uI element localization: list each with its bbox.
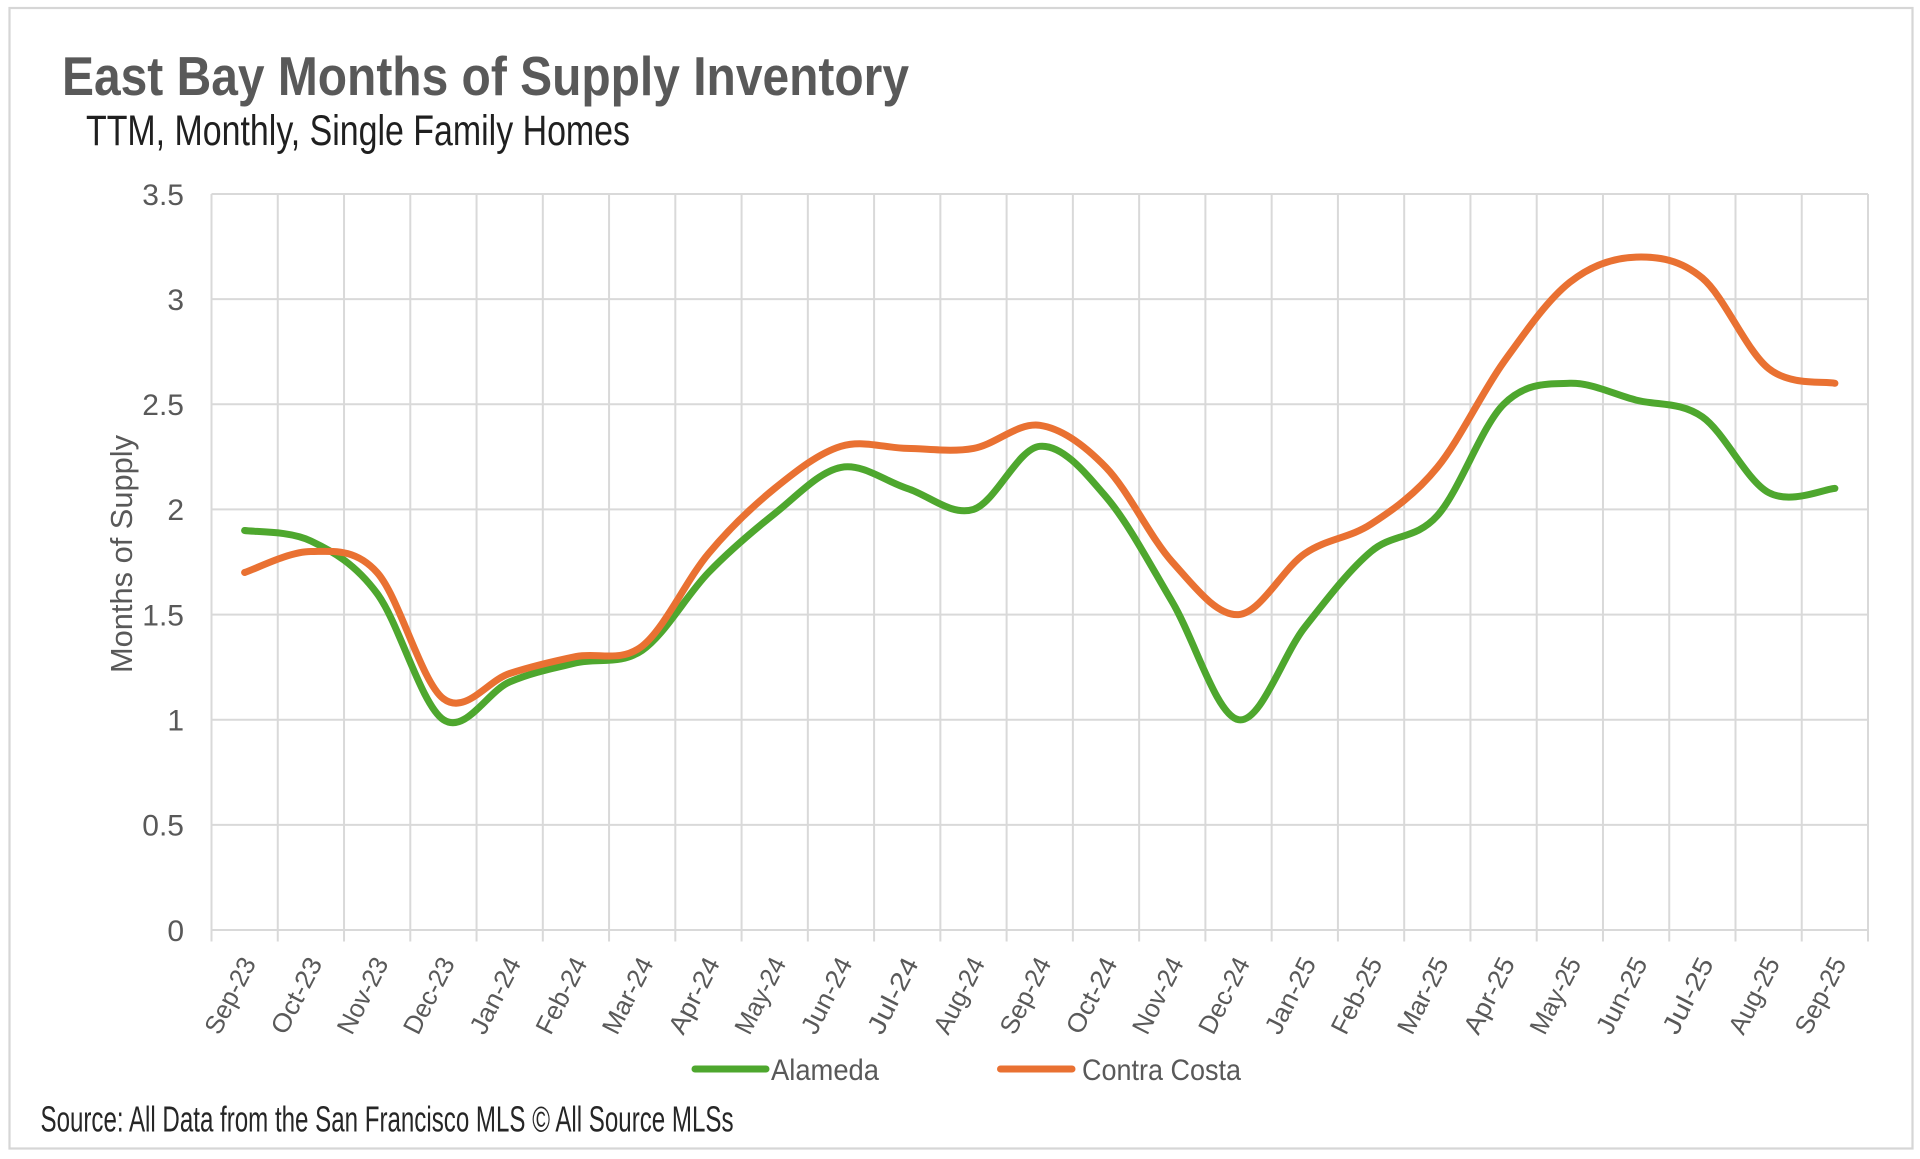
svg-text:3: 3 bbox=[167, 284, 184, 317]
svg-text:Months of Supply: Months of Supply bbox=[104, 435, 139, 673]
svg-text:1: 1 bbox=[167, 705, 184, 738]
svg-text:TTM, Monthly, Single Family Ho: TTM, Monthly, Single Family Homes bbox=[86, 107, 630, 155]
svg-text:0: 0 bbox=[167, 915, 184, 948]
svg-text:0.5: 0.5 bbox=[142, 810, 184, 843]
svg-text:1.5: 1.5 bbox=[142, 599, 184, 632]
svg-text:East Bay Months of Supply Inve: East Bay Months of Supply Inventory bbox=[62, 45, 909, 107]
svg-text:Source: All Data from the San: Source: All Data from the San Francisco … bbox=[41, 1099, 734, 1140]
svg-text:Alameda: Alameda bbox=[771, 1054, 879, 1087]
svg-text:2: 2 bbox=[167, 494, 184, 527]
svg-text:3.5: 3.5 bbox=[142, 179, 184, 212]
svg-text:2.5: 2.5 bbox=[142, 389, 184, 422]
svg-text:Contra Costa: Contra Costa bbox=[1082, 1054, 1241, 1087]
